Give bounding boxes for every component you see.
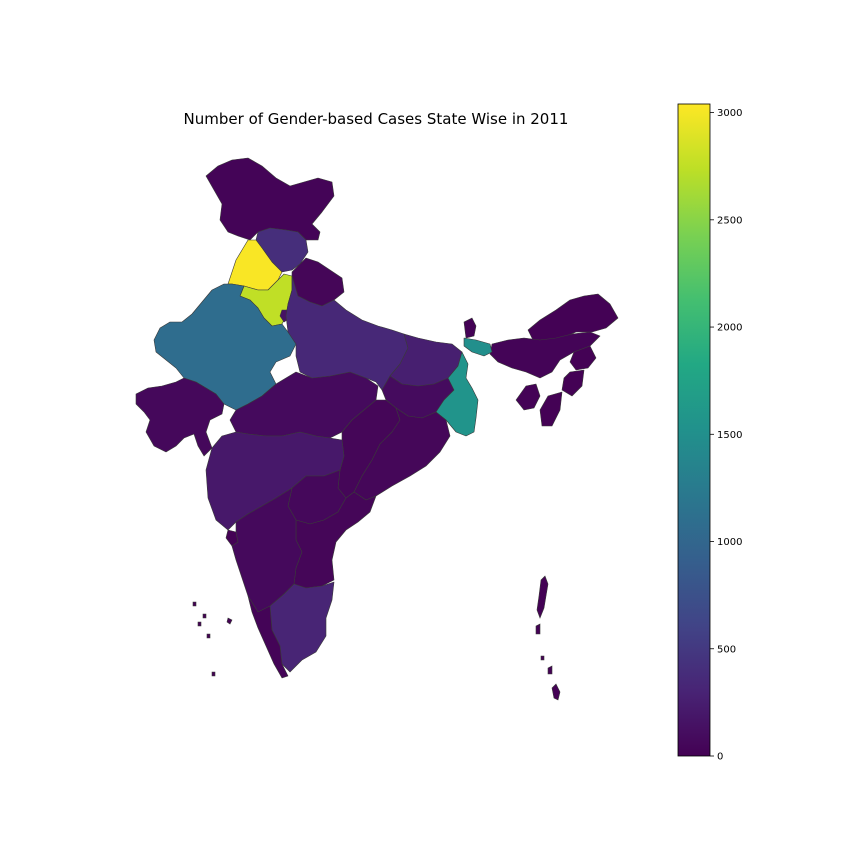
state-mizoram [539, 391, 563, 427]
state-lakshadweep [192, 601, 233, 677]
state-manipur [561, 369, 585, 397]
state-sikkim [463, 317, 477, 339]
state-kerala [247, 595, 289, 679]
colorbar-tick-label: 1000 [717, 537, 742, 548]
colorbar-tick-label: 3000 [717, 108, 742, 119]
state-west-bengal [435, 351, 479, 437]
colorbar-tick-label: 1500 [717, 430, 742, 441]
colorbar-gradient [677, 103, 711, 757]
state-andaman-and-nicobar-islands [535, 575, 561, 701]
state-jammu-and-kashmir [205, 157, 335, 241]
state-meghalaya [463, 337, 493, 357]
colorbar: 0 500 1000 1500 2000 2500 3000 [677, 103, 742, 763]
state-odisha [353, 407, 451, 501]
state-maharashtra [205, 431, 345, 531]
colorbar-tick-label: 2500 [717, 215, 742, 226]
india-map [135, 157, 619, 701]
colorbar-ticks: 0 500 1000 1500 2000 2500 3000 [710, 108, 742, 763]
state-nagaland [569, 345, 597, 371]
state-tripura [515, 383, 541, 411]
state-rajasthan [153, 283, 297, 411]
colorbar-tick-label: 2000 [717, 323, 742, 334]
chart-title: Number of Gender-based Cases State Wise … [184, 110, 569, 128]
colorbar-tick-label: 0 [717, 752, 723, 763]
colorbar-tick-label: 500 [717, 644, 736, 655]
